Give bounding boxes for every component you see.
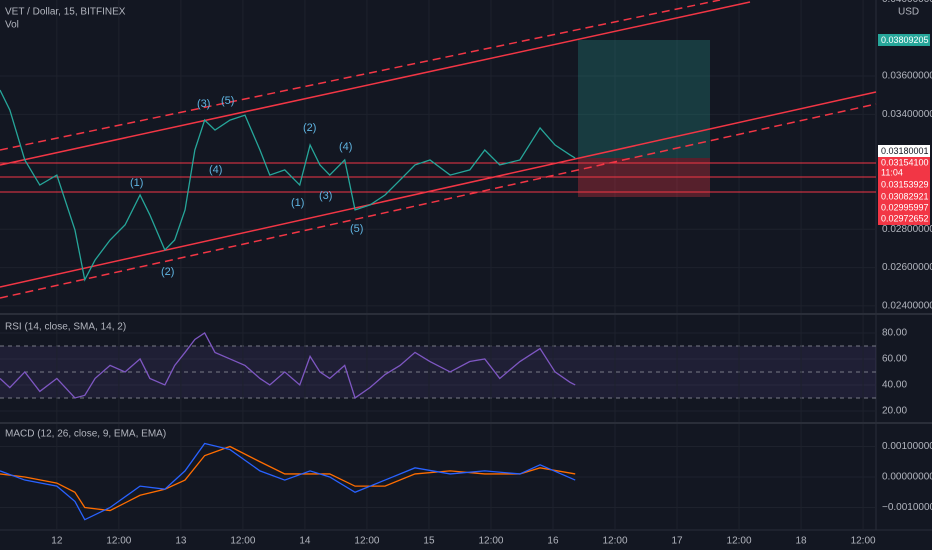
y-tick-label: 0.04000000 (882, 0, 932, 5)
rsi-title: RSI (14, close, SMA, 14, 2) (5, 322, 126, 333)
wave-label: (3) (197, 98, 210, 110)
y-tick-label: 60.00 (882, 354, 907, 365)
y-tick-label: 0.02600000 (882, 262, 932, 273)
wave-label: (4) (209, 164, 222, 176)
x-tick-label: 12:00 (354, 536, 379, 547)
last-price: 0.03154100 (881, 157, 929, 167)
price-label: 0.02972652 (881, 213, 929, 223)
y-tick-label: 0.03400000 (882, 109, 932, 120)
x-tick-label: 12:00 (851, 536, 876, 547)
currency: USD (898, 7, 919, 18)
x-tick-label: 14 (299, 536, 311, 547)
label-box (878, 157, 930, 179)
y-tick-label: 0.03600000 (882, 71, 932, 82)
countdown: 11:04 (881, 167, 903, 177)
x-tick-label: 15 (423, 536, 435, 547)
x-tick-label: 13 (175, 536, 187, 547)
x-tick-label: 12:00 (727, 536, 752, 547)
x-tick-label: 12:00 (106, 536, 131, 547)
wave-label: (1) (291, 197, 304, 209)
series-line (0, 332, 576, 399)
y-tick-label: 80.00 (882, 328, 907, 339)
trend-line (0, 91, 877, 288)
x-tick-label: 16 (547, 536, 559, 547)
entry-price: 0.03180001 (881, 146, 929, 156)
series-line (0, 89, 576, 282)
y-tick-label: 0.00000000 (882, 472, 932, 483)
wave-label: (3) (319, 190, 332, 202)
price-label: 0.03153929 (881, 179, 929, 189)
series-line (0, 442, 576, 521)
x-tick-label: 12:00 (602, 536, 627, 547)
y-tick-label: 0.02800000 (882, 224, 932, 235)
wave-label: (5) (350, 223, 363, 235)
wave-label: (5) (221, 95, 234, 107)
volume-label: Vol (5, 20, 19, 31)
y-tick-label: 0.00100000 (882, 441, 932, 452)
label-box (878, 179, 930, 225)
label-box (878, 145, 930, 157)
trend-line (0, 103, 877, 299)
y-tick-label: 20.00 (882, 406, 907, 417)
x-tick-label: 18 (795, 536, 807, 547)
wave-label: (1) (130, 177, 143, 189)
profit-zone (578, 40, 710, 158)
trend-line (0, 0, 721, 151)
wave-label: (4) (339, 141, 352, 153)
trend-line (0, 1, 751, 166)
x-tick-label: 17 (671, 536, 683, 547)
macd-title: MACD (12, 26, close, 9, EMA, EMA) (5, 429, 166, 440)
target-price: 0.03809205 (881, 35, 929, 45)
x-tick-label: 12:00 (478, 536, 503, 547)
x-tick-label: 12 (51, 536, 63, 547)
y-tick-label: −0.00100000 (882, 502, 932, 513)
y-tick-label: 0.02400000 (882, 301, 932, 312)
label-box (878, 34, 930, 46)
symbol-title: VET / Dollar, 15, BITFINEX (5, 7, 126, 18)
price-label: 0.03082921 (881, 191, 929, 201)
series-line (0, 445, 576, 512)
wave-label: (2) (161, 266, 174, 278)
price-label: 0.02995997 (881, 202, 929, 212)
x-tick-label: 12:00 (230, 536, 255, 547)
wave-label: (2) (303, 122, 316, 134)
y-tick-label: 40.00 (882, 380, 907, 391)
